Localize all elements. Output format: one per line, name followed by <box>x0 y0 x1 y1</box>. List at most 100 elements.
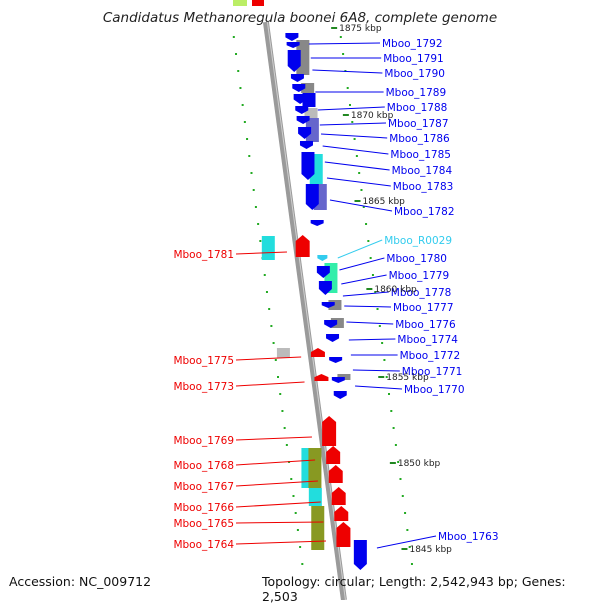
gene-label-mboo_1788[interactable]: Mboo_1788 <box>387 102 448 114</box>
gene-track <box>233 0 367 570</box>
tick-mark <box>371 274 374 276</box>
tick-mark <box>353 138 356 140</box>
leader-line <box>376 535 437 549</box>
gene-label-mboo_1780[interactable]: Mboo_1780 <box>386 253 447 265</box>
gene-label-mboo_1776[interactable]: Mboo_1776 <box>395 319 456 331</box>
reverse-gene <box>326 446 341 464</box>
gene-label-mboo_1781[interactable]: Mboo_1781 <box>173 249 234 261</box>
reverse-gene <box>328 465 343 483</box>
leader-line <box>321 133 388 139</box>
gene-label-mboo_1766[interactable]: Mboo_1766 <box>173 502 234 514</box>
forward-gene <box>331 377 345 383</box>
leader-line <box>352 369 400 372</box>
forward-gene <box>292 84 306 92</box>
leader-line <box>235 381 305 387</box>
tick-mark <box>237 70 240 72</box>
gene-label-mboo_1789[interactable]: Mboo_1789 <box>386 87 447 99</box>
gene-label-mboo_1792[interactable]: Mboo_1792 <box>382 38 443 50</box>
map-title: Candidatus Methanoregula boonei 6A8, com… <box>102 10 498 26</box>
scale-label: 1865 kbp <box>362 197 405 207</box>
tick-mark <box>369 257 372 259</box>
gene-label-mboo_1777[interactable]: Mboo_1777 <box>393 302 454 314</box>
gene-label-mboo_1773[interactable]: Mboo_1773 <box>173 381 234 393</box>
leader-line <box>337 239 383 259</box>
accession-text: Accession: NC_009712 <box>9 574 152 589</box>
cog-block <box>328 300 342 310</box>
tick-mark <box>257 223 260 225</box>
forward-gene <box>286 42 300 48</box>
tick-mark <box>301 563 304 565</box>
tick-mark <box>241 104 244 106</box>
tick-mark <box>294 512 297 514</box>
tick-mark <box>348 104 351 106</box>
cog-block <box>261 236 275 260</box>
scale-labels: 1875 kbp 1870 kbp 1865 kbp 1860 kbp 1855 kbp… <box>331 24 452 555</box>
tick-mark <box>232 36 235 38</box>
gene-label-mboo_1768[interactable]: Mboo_1768 <box>173 460 234 472</box>
tick-mark <box>277 376 280 378</box>
gene-label-mboo_1775[interactable]: Mboo_1775 <box>173 355 234 367</box>
tick-mark <box>254 206 257 208</box>
gene-label-mboo_1782[interactable]: Mboo_1782 <box>394 206 455 218</box>
tick-mark <box>351 121 354 123</box>
scale-label: 1855 kbp <box>386 373 429 383</box>
gene-label-mboo_1785[interactable]: Mboo_1785 <box>390 149 451 161</box>
leader-line <box>235 540 327 545</box>
forward-gene <box>296 116 310 124</box>
gene-label-mboo_1774[interactable]: Mboo_1774 <box>397 334 458 346</box>
tick-mark <box>339 36 342 38</box>
leader-line <box>317 106 385 111</box>
tick-mark <box>235 53 238 55</box>
tick-mark <box>299 546 302 548</box>
forward-gene <box>293 94 307 104</box>
gene-label-mboo_1784[interactable]: Mboo_1784 <box>392 165 453 177</box>
gene-label-mboo_1763[interactable]: Mboo_1763 <box>438 531 499 543</box>
leader-line <box>235 521 324 524</box>
gene-label-mboo_1791[interactable]: Mboo_1791 <box>383 53 444 65</box>
cog-block <box>304 108 318 118</box>
tick-mark <box>390 410 393 412</box>
gene-label-mboo_r0029[interactable]: Mboo_R0029 <box>384 235 452 247</box>
leader-line <box>235 436 312 441</box>
forward-gene <box>329 357 343 363</box>
tick-mark <box>397 461 400 463</box>
gene-label-mboo_1764[interactable]: Mboo_1764 <box>173 539 234 551</box>
gene-label-mboo_1770[interactable]: Mboo_1770 <box>404 384 465 396</box>
leader-line <box>344 305 392 308</box>
tick-mark <box>392 427 395 429</box>
gene-label-mboo_1769[interactable]: Mboo_1769 <box>173 435 234 447</box>
gene-label-mboo_1790[interactable]: Mboo_1790 <box>384 68 445 80</box>
gene-label-mboo_1772[interactable]: Mboo_1772 <box>400 350 461 362</box>
tick-mark <box>279 393 282 395</box>
gene-label-mboo_1765[interactable]: Mboo_1765 <box>173 518 234 530</box>
leader-line <box>308 42 381 45</box>
tick-mark <box>374 291 377 293</box>
gene-label-mboo_1779[interactable]: Mboo_1779 <box>389 270 450 282</box>
gene-label-mboo_1771[interactable]: Mboo_1771 <box>402 366 463 378</box>
forward-gene <box>301 152 315 180</box>
tick-mark <box>378 325 381 327</box>
forward-gene <box>298 127 312 139</box>
forward-gene <box>287 50 301 72</box>
gene-label-mboo_1778[interactable]: Mboo_1778 <box>391 287 452 299</box>
tick-mark <box>376 308 379 310</box>
tick-mark <box>399 478 402 480</box>
tick-mark <box>285 444 288 446</box>
gene-label-mboo_1767[interactable]: Mboo_1767 <box>173 481 234 493</box>
tick-mark <box>388 393 391 395</box>
gene-label-mboo_1783[interactable]: Mboo_1783 <box>393 181 454 193</box>
leader-line <box>355 385 403 390</box>
tick-mark <box>355 155 358 157</box>
gene-label-mboo_1786[interactable]: Mboo_1786 <box>389 133 450 145</box>
tick-mark <box>296 529 299 531</box>
tick-mark <box>410 563 413 565</box>
tick-mark <box>281 410 284 412</box>
reverse-gene <box>295 235 310 257</box>
cog-block <box>311 506 325 550</box>
reverse-gene <box>331 487 346 505</box>
forward-gene <box>333 391 347 399</box>
scale-label: 1860 kbp <box>374 285 417 295</box>
gene-label-mboo_1787[interactable]: Mboo_1787 <box>388 118 449 130</box>
forward-gene <box>285 33 299 41</box>
tick-mark <box>358 172 361 174</box>
